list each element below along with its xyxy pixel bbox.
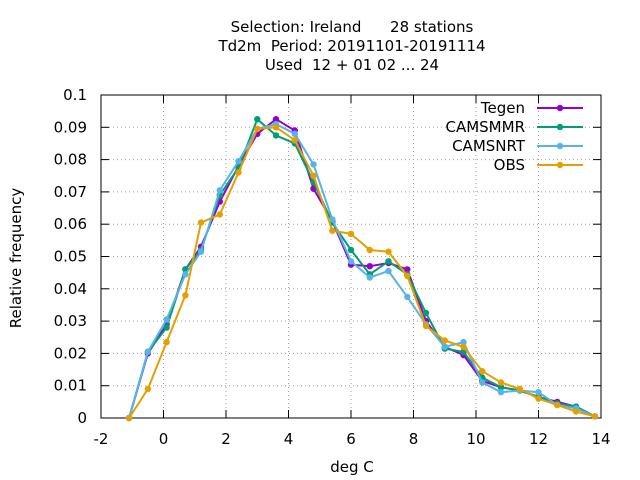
legend-marker-camsnrt (556, 142, 564, 150)
y-tick-label: 0.09 (54, 118, 87, 136)
legend-label-camsnrt: CAMSNRT (452, 137, 526, 155)
x-tick-label: 10 (466, 430, 485, 448)
legend-marker-camsmmr (556, 123, 564, 131)
y-tick-label: 0.08 (54, 151, 87, 169)
data-point-camsnrt (310, 161, 317, 168)
data-point-camsnrt (460, 338, 467, 346)
x-tick-label: 0 (159, 430, 169, 448)
data-point-camsmmr (163, 324, 170, 331)
data-point-tegen (366, 263, 373, 270)
data-point-camsnrt (497, 389, 505, 396)
data-point-camsnrt (163, 316, 170, 323)
data-point-camsnrt (197, 248, 205, 255)
x-tick-label: -2 (94, 430, 109, 448)
legend-label-obs: OBS (494, 156, 525, 174)
y-tick-label: 0.1 (63, 86, 87, 104)
series-camsnrt (125, 120, 598, 422)
data-point-obs (516, 385, 523, 393)
x-tick-label: 4 (284, 430, 294, 448)
data-point-camsmmr (385, 258, 392, 265)
data-point-camsnrt (235, 158, 242, 165)
data-point-camsmmr (347, 246, 355, 254)
data-point-camsnrt (329, 216, 336, 223)
y-tick-label: 0 (77, 409, 87, 427)
data-point-camsnrt (441, 343, 448, 351)
data-point-camsmmr (497, 384, 505, 391)
chart-title-line-1: Selection: Ireland 28 stations (231, 18, 474, 36)
data-point-camsnrt (479, 379, 486, 386)
series-camsmmr (125, 116, 598, 422)
data-point-obs (385, 248, 392, 255)
legend-label-tegen: Tegen (480, 99, 525, 117)
series-tegen (125, 116, 598, 422)
data-point-obs (144, 385, 152, 393)
data-point-obs (291, 137, 298, 144)
data-point-obs (366, 246, 373, 254)
axis-ticks (100, 94, 602, 419)
data-point-obs (460, 343, 467, 351)
x-tick-label: 14 (591, 430, 610, 448)
data-point-camsnrt (182, 271, 189, 278)
x-tick-labels: -2 0 2 4 6 8 10 12 14 (94, 430, 611, 448)
data-point-obs (272, 124, 280, 131)
y-tick-label: 0.06 (54, 215, 87, 233)
series-line-obs (128, 126, 596, 419)
x-axis-label: deg C (330, 458, 374, 476)
data-point-tegen (272, 116, 280, 123)
data-point-obs (197, 219, 205, 226)
y-tick-label: 0.02 (54, 344, 87, 362)
data-point-camsnrt (216, 187, 223, 194)
data-point-obs (347, 230, 355, 238)
data-point-camsnrt (535, 389, 542, 396)
data-point-camsnrt (291, 130, 298, 137)
data-point-obs (441, 337, 448, 344)
x-tick-label: 2 (221, 430, 231, 448)
chart-title-line-2: Td2m Period: 20191101-20191114 (217, 37, 485, 55)
grid-lines (101, 95, 601, 418)
data-point-camsmmr (422, 309, 430, 317)
data-point-obs (254, 125, 261, 133)
data-point-camsnrt (385, 267, 392, 275)
data-point-obs (182, 292, 189, 299)
legend-marker-tegen (556, 104, 564, 112)
x-tick-label: 8 (409, 430, 419, 448)
data-point-camsnrt (404, 293, 411, 301)
series-layer (125, 116, 598, 422)
x-tick-label: 12 (529, 430, 548, 448)
data-point-camsmmr (254, 116, 261, 123)
data-point-obs (329, 227, 336, 234)
data-point-obs (404, 272, 411, 280)
y-tick-label: 0.04 (54, 280, 87, 298)
chart-title-line-3: Used 12 + 01 02 ... 24 (265, 56, 439, 74)
y-tick-labels: 0 0.01 0.02 0.03 0.04 0.05 0.06 0.07 0.08 0.09 0.1 (54, 86, 87, 427)
data-point-camsnrt (347, 258, 355, 265)
y-axis-label: Relative frequency (7, 188, 25, 329)
data-point-obs (479, 368, 486, 375)
data-point-obs (572, 408, 580, 415)
data-point-obs (497, 379, 505, 386)
data-point-obs (591, 413, 598, 420)
data-point-obs (235, 169, 242, 176)
series-obs (125, 124, 598, 422)
legend-marker-obs (556, 161, 564, 169)
data-point-obs (554, 401, 561, 409)
data-point-tegen (404, 266, 411, 273)
y-tick-label: 0.07 (54, 183, 87, 201)
y-tick-label: 0.03 (54, 312, 87, 330)
data-point-camsnrt (366, 274, 373, 281)
y-tick-label: 0.05 (54, 248, 87, 266)
data-point-obs (125, 414, 133, 422)
legend-label-camsmmr: CAMSMMR (445, 118, 525, 136)
data-point-obs (310, 172, 317, 179)
data-point-camsnrt (144, 348, 152, 355)
x-tick-label: 6 (346, 430, 356, 448)
data-point-obs (163, 338, 170, 346)
data-point-obs (535, 395, 542, 402)
data-point-camsmmr (272, 132, 280, 139)
data-point-obs (216, 211, 223, 218)
y-tick-label: 0.01 (54, 377, 87, 395)
data-point-obs (422, 322, 430, 330)
